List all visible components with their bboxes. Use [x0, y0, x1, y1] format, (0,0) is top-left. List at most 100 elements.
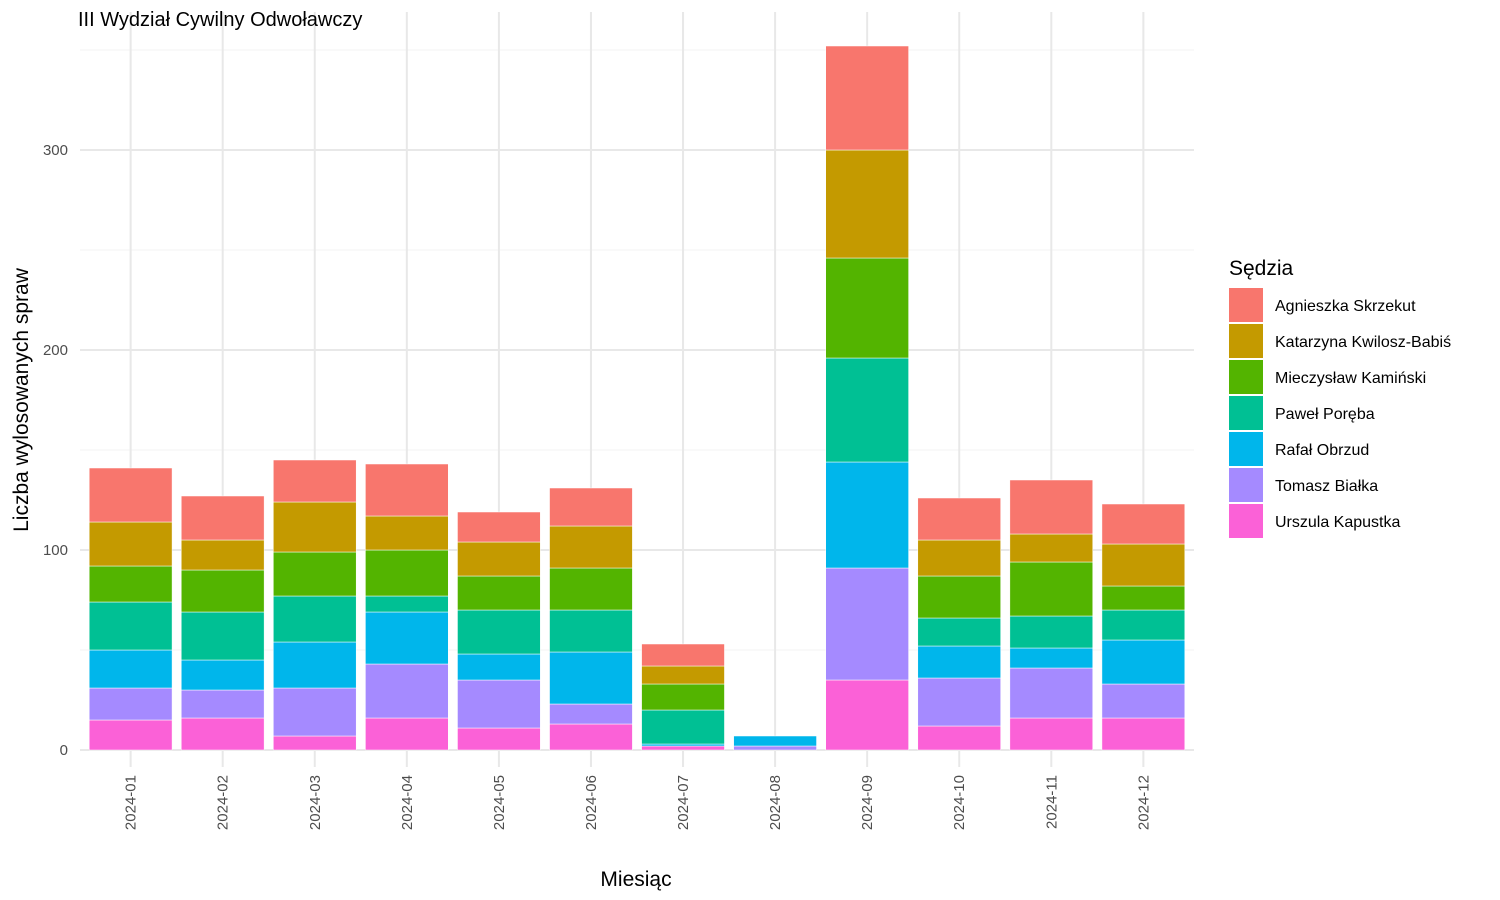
bar-segment: [365, 595, 449, 613]
bar-segment: [549, 723, 633, 751]
bar-segment: [825, 257, 909, 359]
bar-segment: [917, 497, 1001, 541]
x-tick-label: 2024-12: [1135, 775, 1152, 830]
x-tick-label: 2024-03: [307, 775, 324, 830]
bar-segment: [733, 735, 817, 747]
legend-key: [1229, 504, 1263, 538]
bar-segment: [1009, 561, 1093, 617]
bar-segment: [365, 717, 449, 751]
bar-segment: [641, 683, 725, 711]
bar-segment: [273, 501, 357, 553]
legend-label: Mieczysław Kamiński: [1275, 370, 1426, 387]
bar-segment: [273, 687, 357, 737]
bar-segment: [641, 745, 725, 751]
bar-segment: [88, 565, 173, 603]
bar-segment: [825, 149, 909, 259]
x-tick-label: 2024-11: [1043, 775, 1060, 829]
bar-segment: [181, 659, 265, 691]
bar-segment: [641, 743, 725, 747]
bar-segment: [181, 717, 265, 751]
x-tick-label: 2024-09: [859, 775, 876, 830]
bar-segment: [917, 617, 1001, 647]
bar-segment: [181, 569, 265, 613]
bar-segment: [1101, 639, 1186, 685]
bar-segment: [1101, 717, 1186, 751]
bar-segment: [273, 459, 357, 503]
bar-segment: [641, 665, 725, 685]
bar-segment: [457, 679, 541, 729]
bar-segment: [88, 687, 173, 721]
x-tick-label: 2024-10: [951, 775, 968, 830]
y-tick-label: 100: [43, 542, 68, 559]
bar-segment: [1009, 533, 1093, 563]
legend-label: Urszula Kapustka: [1275, 514, 1400, 531]
bar-segment: [457, 609, 541, 655]
bar-segment: [825, 461, 909, 569]
bar-segment: [181, 539, 265, 571]
bar-segment: [1009, 667, 1093, 719]
bar-segment: [181, 689, 265, 719]
bar-segment: [917, 725, 1001, 751]
bar-segment: [825, 679, 909, 751]
bar-segment: [1101, 585, 1186, 611]
bar-segment: [1101, 609, 1186, 641]
bar-segment: [733, 745, 817, 751]
legend-label: Agnieszka Skrzekut: [1275, 298, 1416, 315]
bar-segment: [1009, 717, 1093, 751]
y-tick-labels: 0 100 200 300: [43, 142, 68, 759]
bar-segment: [917, 575, 1001, 619]
legend-key: [1229, 432, 1263, 466]
bar-segment: [825, 357, 909, 463]
bar-segment: [549, 487, 633, 527]
y-tick-label: 300: [43, 142, 68, 159]
bar-segment: [457, 575, 541, 611]
x-tick-label: 2024-05: [491, 775, 508, 830]
bar-segment: [365, 663, 449, 719]
x-tick-label: 2024-02: [215, 775, 232, 830]
bar-segment: [917, 645, 1001, 679]
bar-segment: [549, 609, 633, 653]
bar-segment: [88, 467, 173, 523]
legend-key: [1229, 324, 1263, 358]
y-axis-label: Liczba wylosowanych spraw: [10, 267, 33, 532]
bar-segment: [917, 677, 1001, 727]
bar-segment: [365, 611, 449, 665]
bar-segment: [273, 641, 357, 689]
bar-segment: [549, 703, 633, 725]
chart-title: III Wydział Cywilny Odwoławczy: [78, 9, 362, 31]
x-tick-label: 2024-08: [767, 775, 784, 830]
bar-segment: [273, 595, 357, 643]
bar-segment: [1101, 503, 1186, 545]
legend-title: Sędzia: [1229, 257, 1294, 280]
y-tick-label: 200: [43, 342, 68, 359]
bar-segment: [457, 727, 541, 751]
bar-segment: [549, 525, 633, 569]
bar-segment: [825, 45, 909, 151]
bar-segment: [1101, 683, 1186, 719]
bar-segment: [457, 511, 541, 543]
legend-key: [1229, 288, 1263, 322]
y-tick-label: 0: [60, 742, 68, 759]
bar-segment: [365, 463, 449, 517]
bar-segment: [181, 495, 265, 541]
bar-segment: [181, 611, 265, 661]
legend-label: Katarzyna Kwilosz-Babiś: [1275, 334, 1451, 351]
bar-segment: [1009, 647, 1093, 669]
bar-segment: [365, 515, 449, 551]
bar-segment: [88, 719, 173, 751]
bar-segment: [365, 549, 449, 597]
bar-segment: [273, 735, 357, 751]
legend-key: [1229, 468, 1263, 502]
bars: [88, 45, 1186, 751]
bar-segment: [549, 567, 633, 611]
bar-segment: [273, 551, 357, 597]
bar-segment: [825, 567, 909, 681]
legend-label: Rafał Obrzud: [1275, 442, 1369, 459]
legend-key: [1229, 396, 1263, 430]
bar-segment: [1009, 479, 1093, 535]
bar-segment: [457, 541, 541, 577]
bar-segment: [641, 709, 725, 745]
bar-segment: [549, 651, 633, 705]
x-tick-label: 2024-06: [583, 775, 600, 830]
